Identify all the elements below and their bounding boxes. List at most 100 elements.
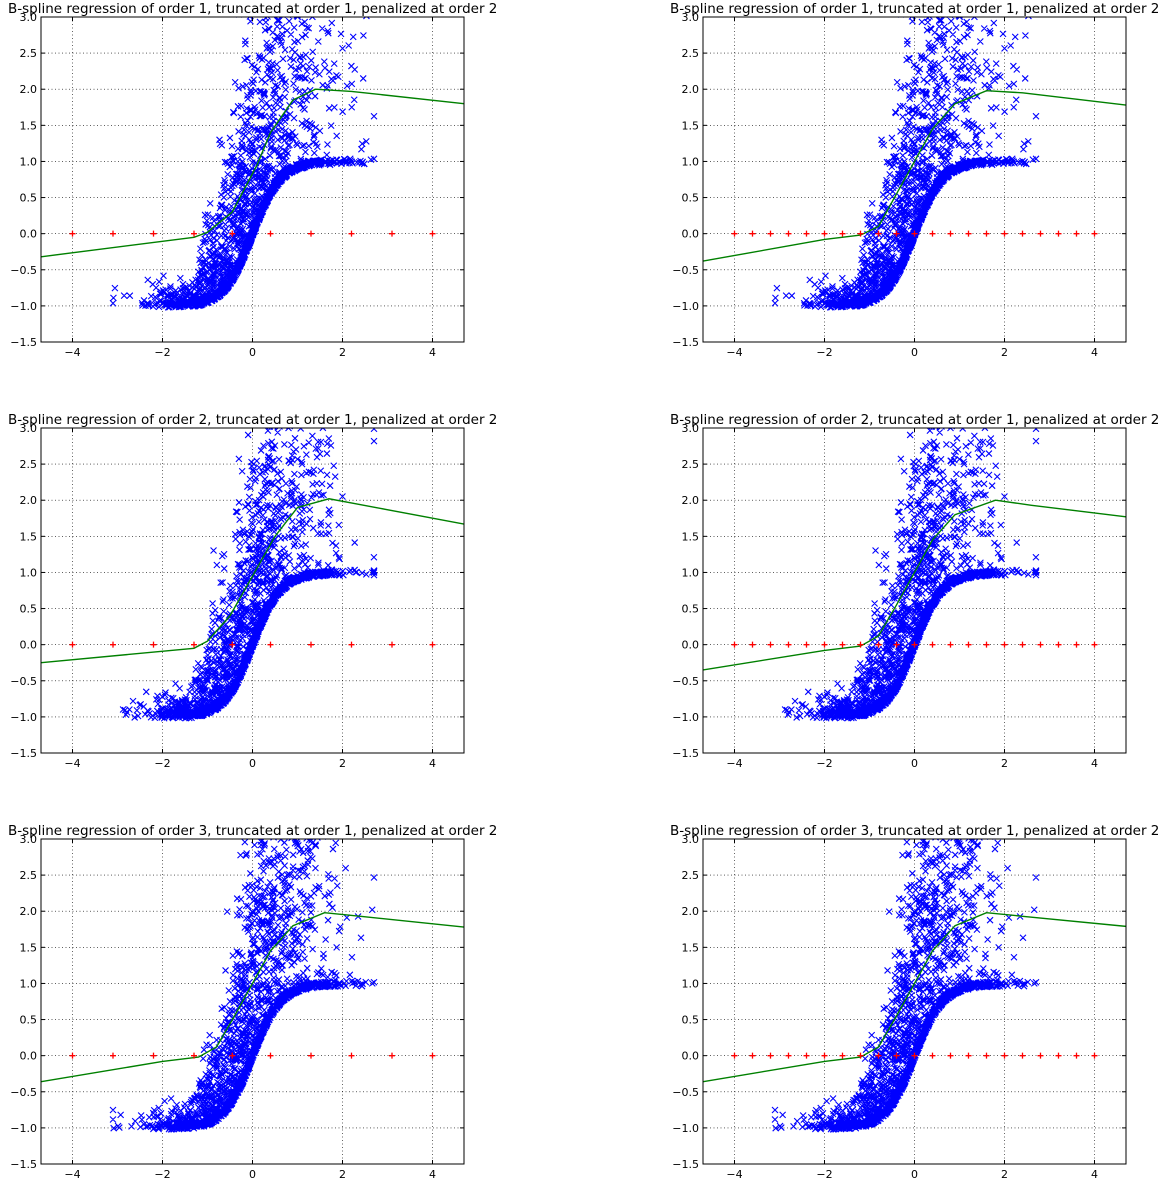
x-tick-label: 0: [249, 1168, 256, 1181]
knot-marker: [767, 641, 774, 648]
y-tick-label: −1.0: [672, 1122, 699, 1135]
fit-line: [41, 498, 464, 664]
knot-marker: [1001, 230, 1008, 237]
x-tick-label: −4: [726, 757, 742, 770]
y-tick-label: 2.5: [682, 869, 700, 882]
fit-line: [41, 911, 464, 1083]
subplot-1: B-spline regression of order 1, truncate…: [8, 1, 497, 359]
knot-marker: [191, 1052, 197, 1059]
knot-marker: [308, 230, 314, 237]
knot-marker: [389, 230, 395, 237]
knot-marker: [929, 641, 936, 648]
knot-marker: [1001, 1052, 1008, 1059]
y-tick-label: −0.5: [10, 1086, 37, 1099]
y-tick-label: 1.0: [20, 566, 38, 579]
knot-marker: [983, 1052, 990, 1059]
knot-marker: [110, 641, 116, 648]
x-tick-label: 4: [429, 1168, 436, 1181]
y-tick-label: 3.0: [20, 833, 38, 846]
knot-marker: [229, 1052, 236, 1059]
y-tick-label: 2.5: [20, 869, 38, 882]
scatter-points: [109, 17, 378, 311]
x-tick-label: 2: [1001, 757, 1008, 770]
knot-markers: [69, 230, 436, 237]
knot-marker: [749, 230, 756, 237]
knot-marker: [821, 1052, 828, 1059]
y-tick-label: 2.0: [682, 905, 700, 918]
y-tick-label: 3.0: [682, 11, 700, 24]
fit-line: [703, 89, 1126, 262]
x-tick-label: 0: [249, 757, 256, 770]
chart-title: B-spline regression of order 1, truncate…: [670, 1, 1159, 17]
y-tick-label: 0.5: [682, 1014, 700, 1027]
knot-marker: [348, 1052, 355, 1059]
y-tick-label: −0.5: [672, 264, 699, 277]
knot-marker: [110, 1052, 116, 1059]
knot-markers: [731, 230, 1098, 237]
knot-marker: [731, 641, 738, 648]
knot-marker: [839, 230, 846, 237]
knot-marker: [191, 641, 197, 648]
x-tick-label: −2: [154, 757, 170, 770]
knot-marker: [803, 1052, 810, 1059]
scatter-points: [119, 428, 378, 722]
x-tick-label: −4: [726, 346, 742, 359]
knot-marker: [767, 1052, 774, 1059]
y-tick-label: 3.0: [20, 422, 38, 435]
y-tick-label: 1.5: [682, 530, 700, 543]
x-tick-label: 4: [429, 346, 436, 359]
scatter-series: [781, 428, 1040, 722]
x-tick-label: 4: [1091, 757, 1098, 770]
y-tick-label: 0.0: [682, 639, 700, 652]
x-tick-label: −4: [64, 1168, 80, 1181]
knot-marker: [839, 1052, 846, 1059]
chart-title: B-spline regression of order 3, truncate…: [670, 823, 1159, 839]
knot-marker: [267, 1052, 274, 1059]
x-tick-label: 2: [339, 1168, 346, 1181]
knot-marker: [429, 1052, 436, 1059]
y-tick-label: 0.5: [20, 1014, 38, 1027]
scatter-series: [119, 428, 378, 722]
scatter-series: [109, 839, 378, 1133]
knot-marker: [1037, 230, 1044, 237]
knot-marker: [857, 641, 864, 648]
y-tick-label: 2.0: [20, 494, 38, 507]
knot-marker: [893, 641, 900, 648]
knot-marker: [1037, 641, 1044, 648]
scatter-series: [771, 17, 1040, 311]
y-tick-label: 2.0: [20, 905, 38, 918]
fit-line: [703, 499, 1126, 671]
knot-marker: [1001, 641, 1008, 648]
y-tick-label: 2.5: [20, 47, 38, 60]
knot-marker: [1091, 641, 1098, 648]
knot-marker: [731, 1052, 738, 1059]
y-tick-label: −0.5: [672, 675, 699, 688]
knot-marker: [821, 230, 828, 237]
knot-marker: [875, 230, 882, 237]
knot-marker: [69, 230, 76, 237]
knot-marker: [150, 641, 157, 648]
y-tick-label: −0.5: [10, 675, 37, 688]
y-tick-label: −1.5: [10, 1158, 37, 1171]
knot-marker: [1055, 230, 1062, 237]
knot-marker: [267, 641, 274, 648]
knot-marker: [1055, 641, 1062, 648]
knot-markers: [69, 641, 436, 648]
knot-marker: [348, 641, 355, 648]
knot-marker: [785, 1052, 792, 1059]
y-tick-label: 3.0: [682, 422, 700, 435]
x-tick-label: 4: [1091, 1168, 1098, 1181]
y-tick-label: −1.5: [672, 336, 699, 349]
knot-marker: [803, 230, 810, 237]
knot-marker: [875, 1052, 882, 1059]
y-tick-label: −1.5: [672, 747, 699, 760]
x-tick-label: −4: [64, 346, 80, 359]
knot-marker: [308, 641, 314, 648]
knot-marker: [267, 230, 274, 237]
y-tick-label: 1.0: [682, 155, 700, 168]
knot-marker: [1055, 1052, 1062, 1059]
chart-title: B-spline regression of order 1, truncate…: [8, 1, 497, 17]
knot-marker: [1091, 1052, 1098, 1059]
knot-marker: [1019, 230, 1026, 237]
